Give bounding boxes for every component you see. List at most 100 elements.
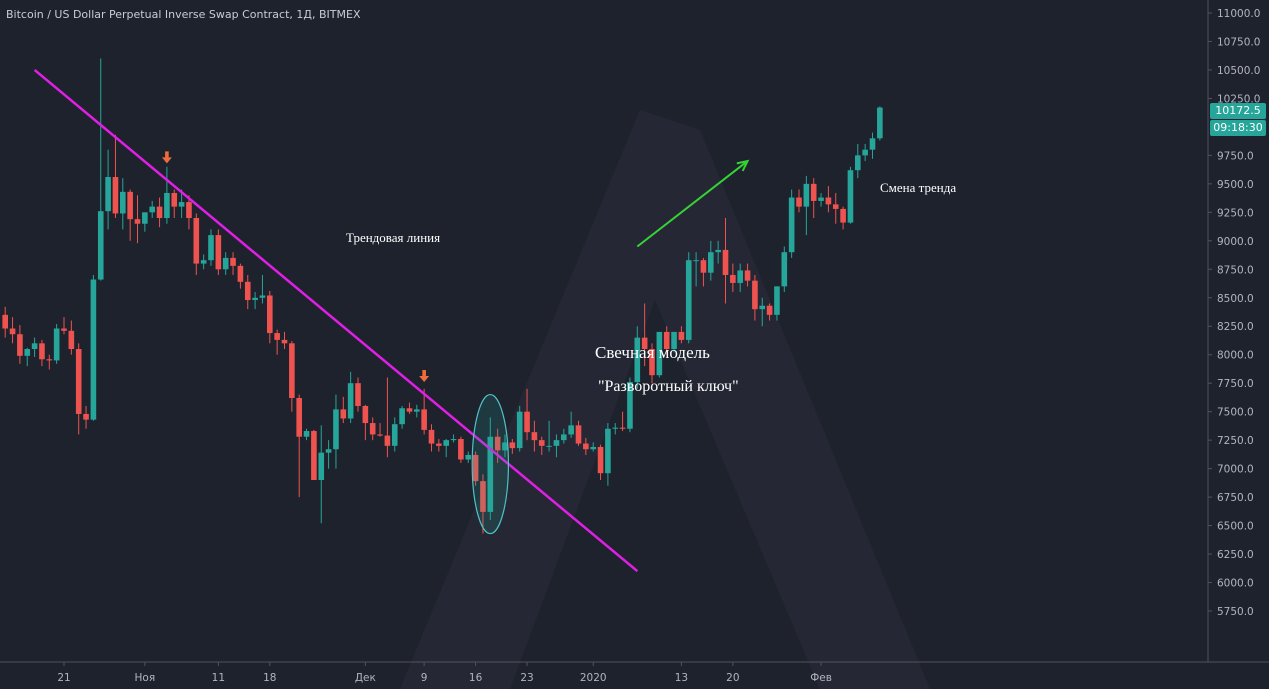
candle-body xyxy=(855,155,861,171)
candle-body xyxy=(759,305,766,310)
candle xyxy=(340,396,347,424)
candle-body xyxy=(186,202,192,219)
candle xyxy=(487,417,494,520)
candle xyxy=(832,192,839,224)
candle xyxy=(347,371,354,424)
candle-body xyxy=(502,442,508,451)
candle xyxy=(31,337,38,357)
candle-body xyxy=(509,442,516,449)
candle-body xyxy=(215,235,222,270)
candle xyxy=(215,229,222,275)
x-tick-label: Дек xyxy=(355,672,376,684)
candle-body xyxy=(193,218,200,264)
candle xyxy=(296,394,302,498)
candle-body xyxy=(597,446,604,474)
candle xyxy=(847,166,854,224)
last-price-badge: 10172.5 xyxy=(1210,103,1266,119)
candle-body xyxy=(200,260,207,264)
y-tick-label: 7500.0 xyxy=(1217,407,1254,419)
candle-body xyxy=(752,280,758,310)
candle-body xyxy=(9,328,16,335)
candle-body xyxy=(796,197,802,207)
y-tick-label: 7750.0 xyxy=(1217,378,1254,390)
candle-body xyxy=(531,432,538,441)
candle xyxy=(134,195,141,244)
candle xyxy=(715,240,721,264)
candle-body xyxy=(24,349,31,356)
candle xyxy=(75,343,82,435)
candle-body xyxy=(259,295,266,298)
y-tick-label: 11000.0 xyxy=(1217,8,1260,20)
candle-body xyxy=(803,183,810,207)
candle-body xyxy=(443,440,449,446)
candle-body xyxy=(847,170,854,223)
candle xyxy=(443,439,449,458)
candle xyxy=(303,428,310,441)
candle xyxy=(458,436,464,463)
x-tick-label: 9 xyxy=(421,672,428,684)
candle-body xyxy=(553,440,560,446)
candle-body xyxy=(810,183,817,201)
candle xyxy=(230,252,236,275)
candle xyxy=(877,106,883,141)
candle-body xyxy=(325,449,332,453)
candle-body xyxy=(840,208,846,223)
candle xyxy=(531,420,538,452)
candle xyxy=(414,404,420,418)
candle xyxy=(825,186,832,213)
candle-body xyxy=(627,382,633,429)
candle-body xyxy=(774,286,780,315)
candle xyxy=(788,189,795,258)
candle xyxy=(818,192,824,207)
candle-body xyxy=(222,257,229,270)
candle-body xyxy=(619,427,626,429)
candle xyxy=(24,347,31,367)
candle xyxy=(524,388,530,441)
candle-body xyxy=(2,314,8,329)
candle xyxy=(208,229,214,266)
candle xyxy=(377,423,383,437)
x-tick-label: Ноя xyxy=(135,672,156,684)
x-tick-label: 13 xyxy=(675,672,688,684)
candle-body xyxy=(399,408,405,425)
candle-body xyxy=(303,431,310,437)
candle-body xyxy=(450,439,457,441)
candle-body xyxy=(605,428,611,474)
candle-body xyxy=(428,429,435,444)
candle-body xyxy=(671,331,677,350)
candle xyxy=(149,200,155,219)
candle-body xyxy=(90,279,97,420)
candle-body xyxy=(142,212,148,224)
candle xyxy=(671,331,677,353)
candle-body xyxy=(877,107,883,139)
y-tick-label: 9750.0 xyxy=(1217,150,1254,162)
candle xyxy=(766,303,773,321)
candle-body xyxy=(656,331,663,376)
candle xyxy=(384,377,391,458)
candle-body xyxy=(362,405,369,424)
candle xyxy=(656,331,663,378)
candle-body xyxy=(83,413,89,420)
candle-body xyxy=(134,219,141,224)
candle xyxy=(730,263,736,293)
trend-change-arrowhead xyxy=(736,159,750,172)
candle xyxy=(708,240,714,281)
candle-body xyxy=(538,440,545,446)
candle-body xyxy=(112,177,119,214)
candle xyxy=(222,252,229,275)
candle-body xyxy=(524,411,530,433)
candle xyxy=(583,437,589,455)
candle-body xyxy=(693,260,699,262)
candle-body xyxy=(149,206,155,213)
candle-body xyxy=(730,274,736,283)
y-tick-label: 8750.0 xyxy=(1217,264,1254,276)
candle-body xyxy=(708,252,714,273)
pattern-title: Свечная модель xyxy=(595,343,710,362)
candle xyxy=(53,323,60,364)
arrow-down-marker xyxy=(419,370,430,383)
candle-body xyxy=(384,435,391,446)
candle-body xyxy=(414,409,420,412)
candle-body xyxy=(487,436,494,512)
candle-body xyxy=(281,339,288,344)
